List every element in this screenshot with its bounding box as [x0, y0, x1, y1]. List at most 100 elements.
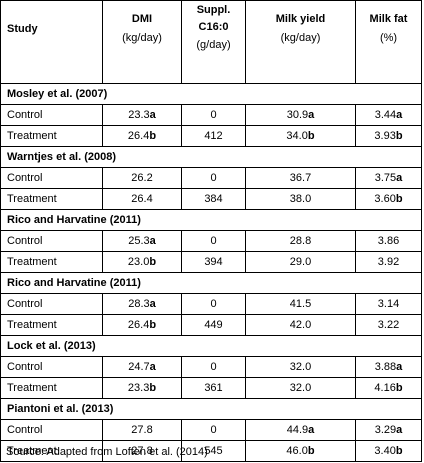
significance-letter: b: [149, 130, 157, 142]
significance-letter: b: [395, 445, 403, 457]
milk-fat-value-text: 4.16: [374, 382, 396, 394]
suppl-value: 412: [181, 125, 246, 147]
header-suppl-title: Suppl.: [196, 4, 231, 16]
significance-letter: b: [149, 319, 157, 331]
significance-letter: b: [307, 130, 315, 142]
row-label: Control: [0, 419, 103, 441]
suppl-value: 0: [181, 167, 246, 189]
dmi-value-text: 23.3: [127, 382, 150, 394]
suppl-value-text: 545: [204, 445, 223, 457]
header-suppl: Suppl. C16:0 (g/day): [181, 0, 246, 84]
milk-yield-value: 44.9a: [245, 419, 356, 441]
row-label: Treatment: [0, 377, 103, 399]
milk-fat-value: 3.14: [355, 293, 422, 315]
significance-letter: a: [396, 172, 403, 184]
dmi-value-text: 25.3: [128, 235, 150, 247]
study-heading-row: Rico and Harvatine (2011): [0, 272, 422, 294]
dmi-value: 25.3a: [102, 230, 182, 252]
table-row: Control 23.3a 0 30.9a 3.44a: [0, 104, 422, 126]
row-label-text: Control: [7, 109, 43, 121]
milk-fat-value: 3.40b: [355, 440, 422, 462]
header-milk-fat-title: Milk fat: [369, 13, 408, 25]
milk-yield-value: 42.0: [245, 314, 356, 336]
suppl-value-text: 0: [210, 172, 217, 184]
row-label: Treatment: [0, 188, 103, 210]
study-heading-row: Warntjes et al. (2008): [0, 146, 422, 168]
row-label-text: Control: [7, 298, 43, 310]
dmi-value-text: 28.3: [128, 298, 150, 310]
milk-fat-value-text: 3.92: [377, 256, 400, 268]
study-name: Piantoni et al. (2013): [0, 398, 422, 420]
header-milk-fat: Milk fat (%): [355, 0, 422, 84]
row-label-text: Treatment: [7, 256, 57, 268]
row-label: Control: [0, 167, 103, 189]
header-study: Study: [0, 0, 103, 84]
table-row: Treatment 26.4b 449 42.0 3.22: [0, 314, 422, 336]
row-label: Treatment: [0, 440, 103, 462]
row-label: Control: [0, 356, 103, 378]
row-label: Control: [0, 230, 103, 252]
dmi-value: 23.3b: [102, 377, 182, 399]
milk-yield-value: 28.8: [245, 230, 356, 252]
suppl-value: 384: [181, 188, 246, 210]
milk-fat-value-text: 3.86: [377, 235, 400, 247]
milk-yield-value: 46.0b: [245, 440, 356, 462]
dmi-value-text: 26.4: [127, 319, 150, 331]
milk-yield-value: 29.0: [245, 251, 356, 273]
milk-yield-value-text: 30.9: [286, 109, 309, 121]
milk-yield-value-text: 44.9: [286, 424, 309, 436]
dmi-value: 28.3a: [102, 293, 182, 315]
table-row: Control 27.8 0 44.9a 3.29a: [0, 419, 422, 441]
row-label: Control: [0, 293, 103, 315]
row-label-text: Treatment: [7, 319, 57, 331]
dmi-value-text: 26.4: [127, 130, 150, 142]
milk-yield-value: 38.0: [245, 188, 356, 210]
milk-yield-value-text: 29.0: [289, 256, 312, 268]
study-heading-row: Piantoni et al. (2013): [0, 398, 422, 420]
milk-yield-value: 41.5: [245, 293, 356, 315]
source-note: Source: Adapted from Loften et al. (2014…: [6, 446, 208, 458]
dmi-value: 24.7a: [102, 356, 182, 378]
milk-fat-value: 3.29a: [355, 419, 422, 441]
table-row: Treatment 27.8 545 46.0b 3.40b: [0, 440, 422, 462]
dmi-value: 26.4b: [102, 314, 182, 336]
milk-yield-value: 36.7: [245, 167, 356, 189]
milk-fat-value: 3.92: [355, 251, 422, 273]
dmi-value-text: 27.8: [131, 445, 153, 457]
dmi-value: 23.3a: [102, 104, 182, 126]
dmi-value: 23.0b: [102, 251, 182, 273]
milk-fat-value-text: 3.40: [374, 445, 396, 457]
row-label-text: Treatment: [7, 193, 57, 205]
suppl-value: 394: [181, 251, 246, 273]
header-study-label: Study: [7, 23, 38, 35]
suppl-value: 0: [181, 356, 246, 378]
milk-yield-value: 32.0: [245, 377, 356, 399]
row-label: Treatment: [0, 125, 103, 147]
significance-letter: b: [395, 193, 403, 205]
header-milk-fat-unit: (%): [379, 32, 398, 44]
significance-letter: b: [307, 445, 315, 457]
milk-fat-value: 3.44a: [355, 104, 422, 126]
table-row: Control 28.3a 0 41.5 3.14: [0, 293, 422, 315]
study-name: Mosley et al. (2007): [0, 83, 422, 105]
milk-yield-value-text: 28.8: [289, 235, 312, 247]
table-row: Control 24.7a 0 32.0 3.88a: [0, 356, 422, 378]
row-label-text: Control: [7, 172, 43, 184]
header-milk-yield-title: Milk yield: [275, 13, 326, 25]
milk-yield-value-text: 36.7: [289, 172, 312, 184]
milk-fat-value-text: 3.60: [374, 193, 396, 205]
dmi-value: 26.4: [102, 188, 182, 210]
milk-yield-value: 32.0: [245, 356, 356, 378]
milk-fat-value: 3.88a: [355, 356, 422, 378]
milk-fat-value-text: 3.44: [374, 109, 397, 121]
milk-fat-value-text: 3.29: [374, 424, 397, 436]
table-row: Treatment 23.3b 361 32.0 4.16b: [0, 377, 422, 399]
milk-yield-value-text: 38.0: [289, 193, 312, 205]
milk-fat-value-text: 3.75: [374, 172, 397, 184]
header-suppl-title2: C16:0: [198, 21, 229, 33]
significance-letter: a: [308, 109, 315, 121]
header-dmi: DMI (kg/day): [102, 0, 182, 84]
dmi-value-text: 26.2: [131, 172, 153, 184]
significance-letter: a: [149, 361, 156, 373]
